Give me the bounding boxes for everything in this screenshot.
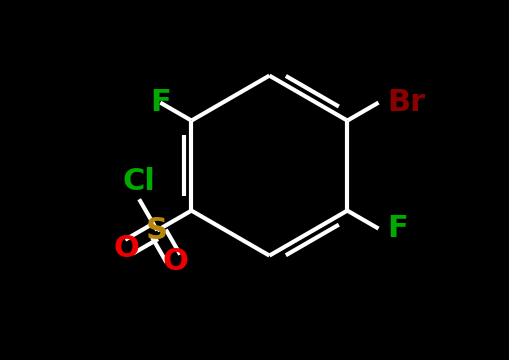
Text: O: O	[113, 234, 138, 263]
Text: O: O	[162, 247, 188, 276]
Text: Cl: Cl	[123, 167, 155, 195]
Text: Br: Br	[387, 88, 425, 117]
Text: S: S	[146, 216, 168, 245]
Text: F: F	[387, 214, 408, 243]
Text: F: F	[150, 88, 171, 117]
